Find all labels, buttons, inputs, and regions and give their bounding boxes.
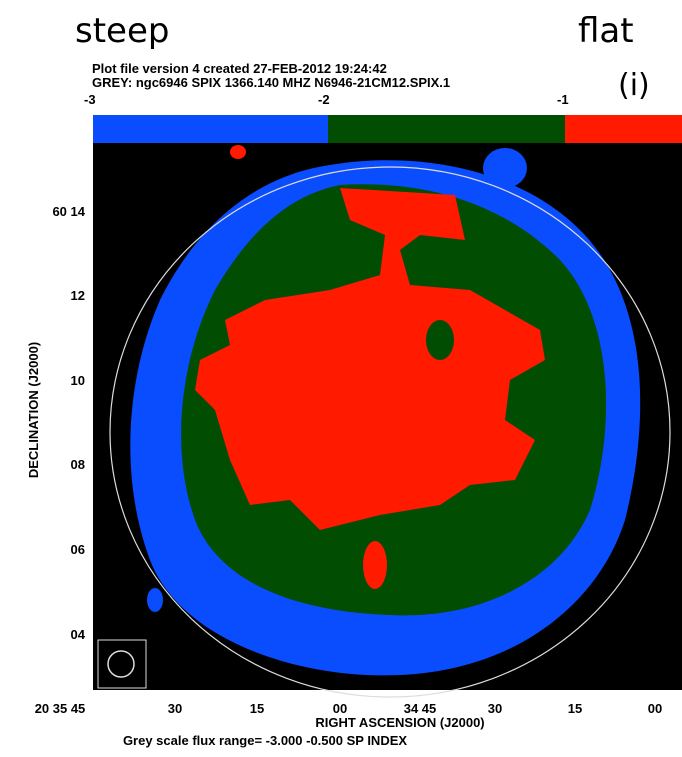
- colorbar-tick: -2: [318, 92, 330, 107]
- x-tick-label: 15: [250, 701, 264, 716]
- y-tick-label: 12: [71, 288, 85, 303]
- x-axis-title: RIGHT ASCENSION (J2000): [315, 715, 484, 730]
- colorbar-tick: -3: [84, 92, 96, 107]
- x-tick-label: 00: [333, 701, 347, 716]
- y-axis-title: DECLINATION (J2000): [26, 342, 41, 478]
- y-tick-label: 10: [71, 373, 85, 388]
- y-tick-label: 06: [71, 542, 85, 557]
- flat-label: flat: [578, 11, 634, 51]
- colorbar-tick: -1: [557, 92, 569, 107]
- map: [93, 143, 682, 697]
- x-tick-label: 15: [568, 701, 582, 716]
- y-tick-label: 60 14: [52, 204, 85, 219]
- panel-label: (i): [618, 68, 650, 103]
- x-tick-label: 34 45: [404, 701, 437, 716]
- x-tick-label: 30: [488, 701, 502, 716]
- y-tick-label: 04: [71, 627, 86, 642]
- x-tick-label: 20 35 45: [35, 701, 86, 716]
- y-tick-label: 08: [71, 457, 85, 472]
- colorbar: [93, 115, 682, 143]
- header-line: Plot file version 4 created 27-FEB-2012 …: [92, 61, 387, 76]
- footer: Grey scale flux range= -3.000 -0.500 SP …: [123, 733, 407, 748]
- page: steep flat (i) Plot file version 4 creat…: [0, 0, 682, 752]
- x-tick-label: 00: [648, 701, 662, 716]
- steep-label: steep: [75, 11, 169, 51]
- x-tick-label: 30: [168, 701, 182, 716]
- header-line: GREY: ngc6946 SPIX 1366.140 MHZ N6946-21…: [92, 75, 450, 90]
